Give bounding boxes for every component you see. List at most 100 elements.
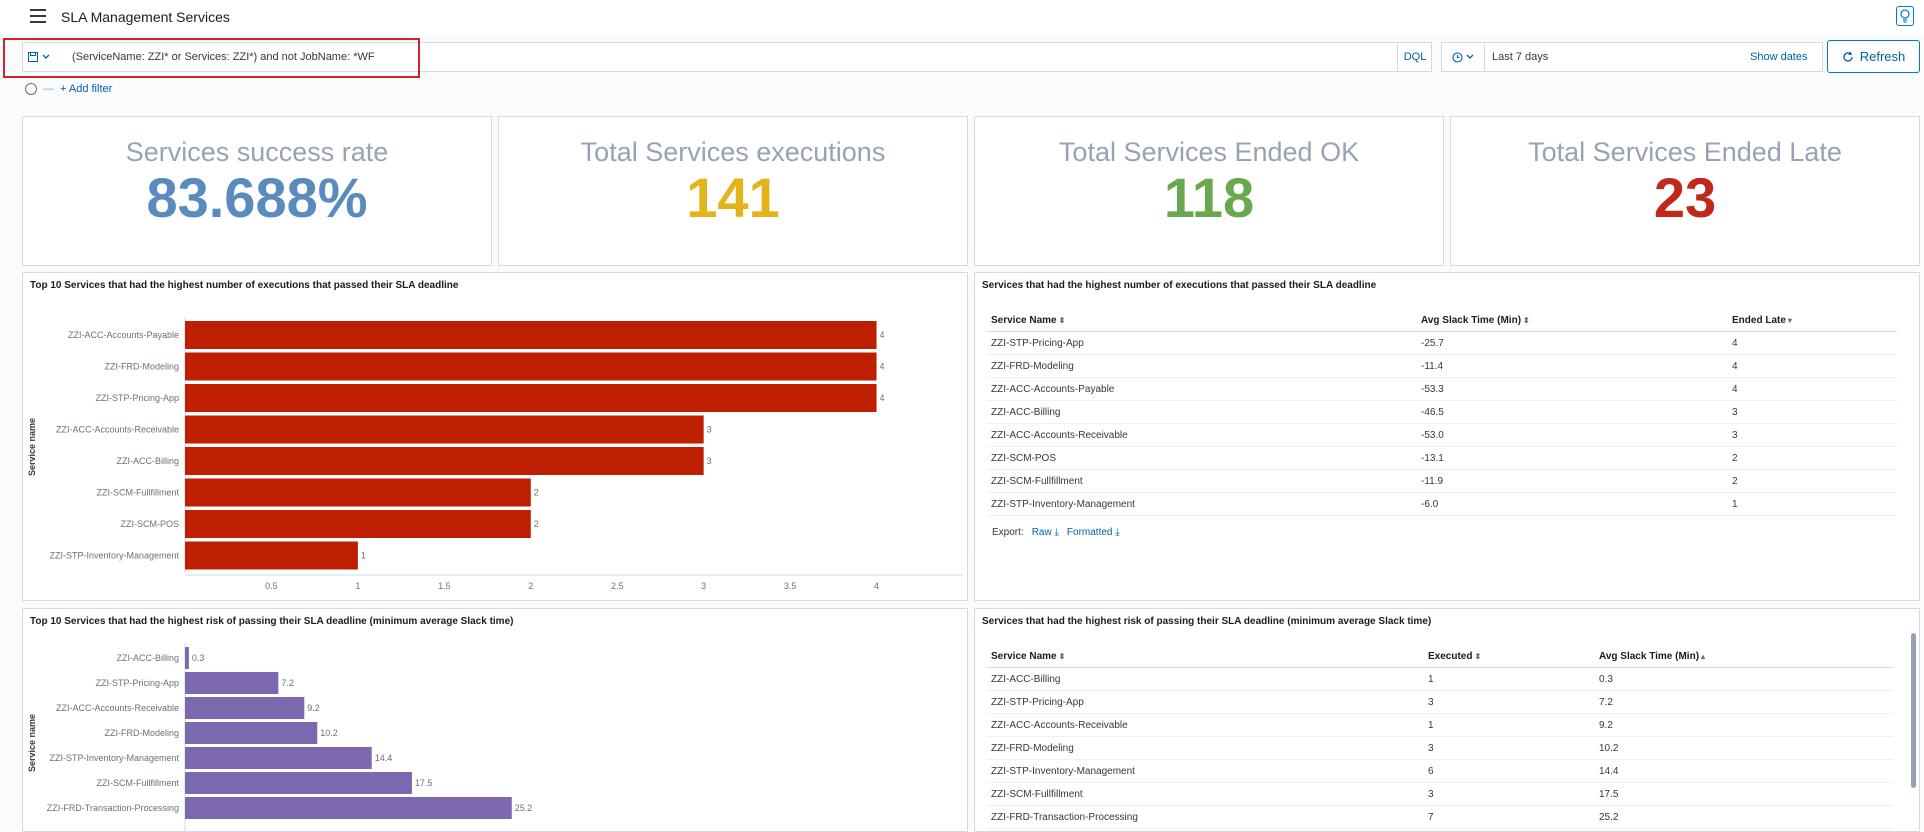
metric-total-executions: Total Services executions 141 xyxy=(498,116,968,266)
table-cell-avg-slack: 25.2 xyxy=(1595,805,1893,829)
date-picker[interactable] xyxy=(1441,42,1823,72)
scrollbar[interactable] xyxy=(1911,633,1916,788)
bar[interactable] xyxy=(185,352,877,381)
y-tick-label: ZZI-FRD-Modeling xyxy=(104,362,179,372)
table-cell-ended-late: 2 xyxy=(1728,446,1897,470)
table-cell-avg-slack: -11.9 xyxy=(1417,469,1728,493)
table-cell-service-name: ZZI-FRD-Modeling xyxy=(987,736,1424,760)
table-cell-service-name: ZZI-ACC-Accounts-Payable xyxy=(987,377,1417,401)
table-cell-ended-late: 4 xyxy=(1728,377,1897,401)
table-cell-service-name: ZZI-SCM-POS xyxy=(987,446,1417,470)
bar[interactable] xyxy=(185,447,704,475)
table-cell-service-name: ZZI-STP-Pricing-App xyxy=(987,690,1424,714)
page-title: SLA Management Services xyxy=(61,9,230,25)
table-row: ZZI-SCM-POS -13.1 2 xyxy=(987,446,1897,470)
data-label: 9.2 xyxy=(307,703,320,713)
download-icon: ⤓ xyxy=(1115,527,1120,538)
metric-value: 141 xyxy=(686,166,780,229)
panel-title: Services that had the highest risk of pa… xyxy=(982,616,1432,627)
y-tick-label: ZZI-STP-Pricing-App xyxy=(95,393,179,403)
bar[interactable] xyxy=(185,321,877,349)
bar[interactable] xyxy=(185,541,358,570)
filter-options-icon[interactable] xyxy=(25,83,37,95)
menu-icon[interactable] xyxy=(30,9,46,23)
table-cell-avg-slack: -46.5 xyxy=(1417,400,1728,424)
column-header-ended-late[interactable]: Ended Late ▾ xyxy=(1728,309,1897,332)
bar[interactable] xyxy=(185,510,531,538)
risk-table-panel: Services that had the highest risk of pa… xyxy=(974,608,1920,832)
bar[interactable] xyxy=(185,672,279,694)
bar[interactable] xyxy=(185,797,512,819)
top-bar: SLA Management Services xyxy=(0,0,1924,35)
data-label: 0.3 xyxy=(192,653,205,663)
table-row: ZZI-SCM-Fullfillment -11.9 2 xyxy=(987,469,1897,493)
query-language-button[interactable]: DQL xyxy=(1397,43,1432,71)
table-cell-ended-late: 3 xyxy=(1728,400,1897,424)
bar[interactable] xyxy=(185,772,412,794)
column-header-executed[interactable]: Executed ⬍ xyxy=(1424,645,1595,668)
panel-title: Top 10 Services that had the highest ris… xyxy=(30,616,514,627)
table-row: ZZI-ACC-Accounts-Receivable -53.0 3 xyxy=(987,423,1897,447)
y-tick-label: ZZI-STP-Inventory-Management xyxy=(49,551,179,561)
table-cell-service-name: ZZI-SCM-Fullfillment xyxy=(987,782,1424,806)
date-range[interactable]: Last 7 days xyxy=(1492,51,1549,63)
y-axis-label: Service name xyxy=(27,714,37,772)
metric-value: 83.688% xyxy=(146,166,368,229)
refresh-button[interactable]: Refresh xyxy=(1827,40,1920,73)
table-row: ZZI-STP-Pricing-App -25.7 4 xyxy=(987,331,1897,355)
table-cell-service-name: ZZI-SCM-Fullfillment xyxy=(987,469,1417,493)
risk-bar-chart: ZZI-ACC-Billing 0.3 ZZI-STP-Pricing-App 7.2… xyxy=(27,643,532,831)
saved-queries-button[interactable] xyxy=(28,48,62,66)
x-tick-label: 1 xyxy=(355,581,360,591)
x-tick-label: 4 xyxy=(874,581,879,591)
table-cell-avg-slack: 14.4 xyxy=(1595,759,1893,783)
table-cell-executed: 3 xyxy=(1424,782,1595,806)
y-tick-label: ZZI-FRD-Transaction-Processing xyxy=(47,803,179,813)
clock-icon xyxy=(1452,51,1463,63)
sort-asc-icon: ▴ xyxy=(1701,651,1706,661)
column-header-service-name[interactable]: Service Name ⬍ xyxy=(987,645,1424,668)
quick-select-button[interactable] xyxy=(1442,43,1485,71)
table-cell-avg-slack: 0.3 xyxy=(1595,667,1893,691)
data-label: 10.2 xyxy=(320,728,338,738)
bar[interactable] xyxy=(185,647,189,669)
export-formatted-link[interactable]: Formatted ⤓ xyxy=(1066,527,1120,538)
metric-label: Total Services executions xyxy=(580,137,886,167)
table-cell-ended-late: 4 xyxy=(1728,354,1897,378)
lightbulb-icon[interactable] xyxy=(1896,6,1914,26)
column-header-avg-slack[interactable]: Avg Slack Time (Min) ▴ xyxy=(1595,645,1893,668)
bar[interactable] xyxy=(185,722,318,744)
panel-title: Services that had the highest number of … xyxy=(982,280,1377,291)
y-tick-label: ZZI-ACC-Accounts-Payable xyxy=(68,330,179,340)
bar[interactable] xyxy=(185,415,704,444)
column-header-service-name[interactable]: Service Name ⬍ xyxy=(987,309,1417,332)
export-label: Export: xyxy=(992,527,1024,538)
y-tick-label: ZZI-SCM-POS xyxy=(121,519,180,529)
export-raw-link[interactable]: Raw ⤓ xyxy=(1031,527,1059,538)
show-dates-link[interactable]: Show dates xyxy=(1750,51,1808,63)
data-label: 2 xyxy=(534,488,539,498)
column-header-avg-slack[interactable]: Avg Slack Time (Min) ⬍ xyxy=(1417,309,1728,332)
bar[interactable] xyxy=(185,697,305,719)
sort-icon: ⬍ xyxy=(1058,315,1066,325)
late-table-panel: Services that had the highest number of … xyxy=(974,272,1920,601)
data-label: 4 xyxy=(880,330,885,340)
x-tick-label: 1.5 xyxy=(438,581,451,591)
data-label: 1 xyxy=(361,551,366,561)
bar[interactable] xyxy=(185,478,531,507)
table-cell-executed: 6 xyxy=(1424,759,1595,783)
metric-success-rate: Services success rate 83.688% xyxy=(22,116,492,266)
table-cell-service-name: ZZI-ACC-Billing xyxy=(987,400,1417,424)
query-input[interactable] xyxy=(22,42,1432,72)
table-row: ZZI-STP-Pricing-App 3 7.2 xyxy=(987,690,1893,714)
table-cell-ended-late: 1 xyxy=(1728,492,1897,516)
query-text[interactable]: (ServiceName: ZZI* or Services: ZZI*) an… xyxy=(72,51,375,63)
add-filter-link[interactable]: + Add filter xyxy=(60,83,113,95)
sort-icon: ⬍ xyxy=(1058,651,1066,661)
bar[interactable] xyxy=(185,384,877,412)
table-cell-avg-slack: 7.2 xyxy=(1595,690,1893,714)
table-cell-service-name: ZZI-STP-Inventory-Management xyxy=(987,492,1417,516)
data-label: 3 xyxy=(707,425,712,435)
bar[interactable] xyxy=(185,747,372,769)
y-tick-label: ZZI-SCM-Fullfillment xyxy=(97,778,180,788)
